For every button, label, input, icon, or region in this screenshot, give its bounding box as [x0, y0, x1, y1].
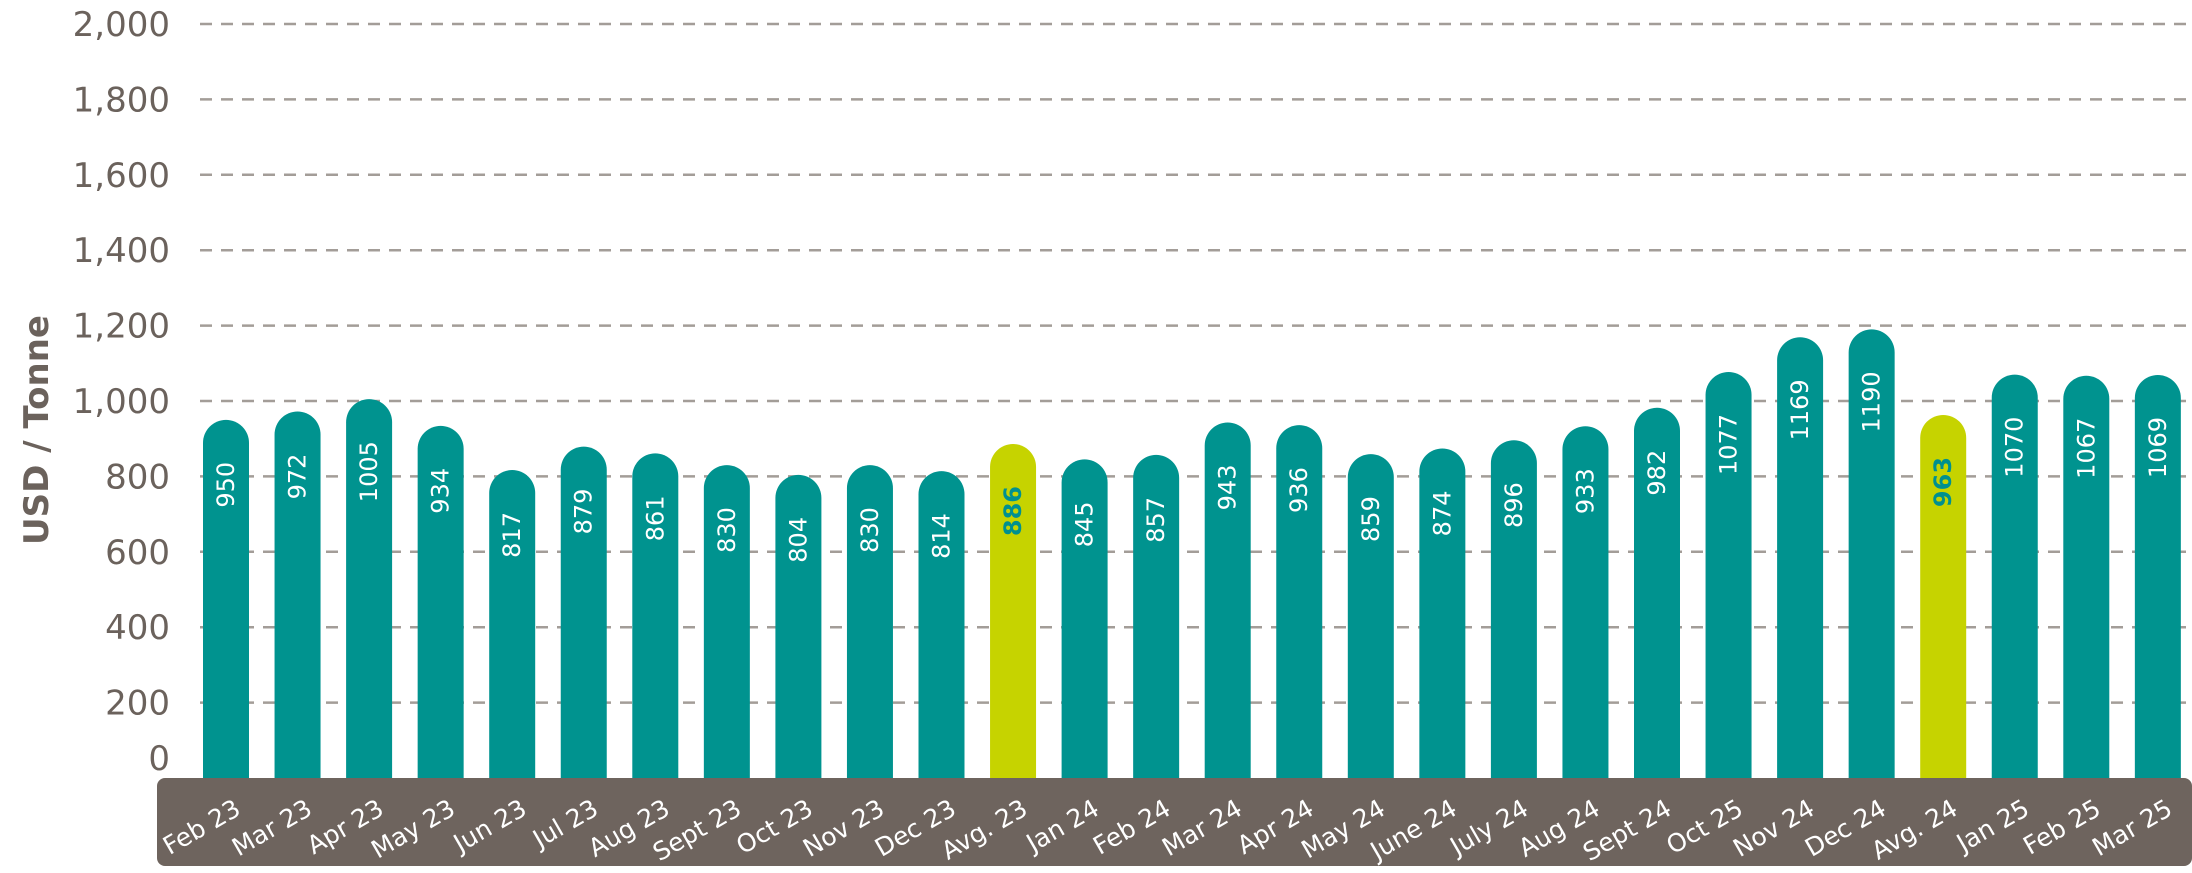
y-axis-label: USD / Tonne — [17, 315, 57, 545]
bars — [203, 329, 2181, 778]
value-label: 859 — [1357, 496, 1385, 542]
y-tick-label: 400 — [105, 608, 170, 648]
value-label: 830 — [713, 507, 741, 553]
bar — [1562, 426, 1609, 778]
bar — [775, 474, 822, 778]
y-tick-label: 200 — [105, 684, 170, 724]
value-label: 982 — [1643, 450, 1671, 496]
y-tick-label: 0 — [148, 739, 170, 779]
bar — [489, 469, 536, 778]
value-label: 1069 — [2144, 417, 2172, 478]
value-label: 1190 — [1858, 371, 1886, 432]
value-label: 934 — [427, 468, 455, 514]
x-axis-band — [157, 778, 2192, 866]
bar — [1061, 459, 1108, 778]
bar — [1991, 374, 2038, 778]
bar — [1347, 454, 1394, 778]
value-label: 1077 — [1715, 414, 1743, 475]
bar — [703, 465, 750, 778]
value-label: 896 — [1500, 482, 1528, 528]
bar — [560, 446, 607, 778]
value-label: 845 — [1071, 501, 1099, 547]
value-label: 830 — [856, 507, 884, 553]
bar — [918, 471, 965, 778]
bar — [632, 453, 679, 778]
y-tick-label: 2,000 — [73, 5, 170, 45]
bar — [1490, 440, 1537, 778]
value-label: 972 — [284, 454, 312, 500]
bar — [2134, 374, 2181, 778]
bar — [1848, 329, 1895, 778]
value-label: 1067 — [2072, 418, 2100, 479]
bar — [1133, 454, 1180, 778]
value-label: 804 — [784, 517, 812, 563]
value-label: 950 — [212, 462, 240, 508]
value-label: 936 — [1285, 467, 1313, 513]
y-tick-label: 1,600 — [73, 156, 170, 196]
bar — [846, 465, 893, 778]
value-label: 886 — [999, 486, 1027, 536]
value-label: 857 — [1142, 497, 1170, 543]
y-tick-label: 1,400 — [73, 231, 170, 271]
y-tick-label: 800 — [105, 457, 170, 497]
bar — [274, 411, 321, 778]
value-label: 814 — [928, 513, 956, 559]
bar — [1777, 337, 1824, 778]
value-label: 861 — [641, 495, 669, 541]
bar — [346, 399, 393, 778]
y-tick-label: 1,200 — [73, 307, 170, 347]
value-label: 1169 — [1786, 379, 1814, 440]
value-label: 817 — [498, 512, 526, 558]
y-tick-label: 600 — [105, 533, 170, 573]
bar — [1419, 448, 1466, 778]
value-label: 874 — [1428, 491, 1456, 537]
bar — [1634, 407, 1680, 778]
value-label: 933 — [1571, 468, 1599, 514]
value-label: 943 — [1214, 464, 1242, 510]
bar — [203, 419, 249, 778]
bar-average — [990, 443, 1037, 778]
y-tick-label: 1,000 — [73, 382, 170, 422]
y-tick-label: 1,800 — [73, 80, 170, 120]
bar-average — [1920, 414, 1967, 778]
value-label: 1070 — [2001, 417, 2029, 478]
value-label: 879 — [570, 489, 598, 535]
y-axis-ticks: 0 200 400 600 800 1,000 1,200 1,400 1,600 1,800 2,… — [73, 5, 170, 779]
value-label: 963 — [1929, 457, 1957, 507]
value-labels: 950 972 1005 934 817 879 861 830 804 830 814 886 845… — [212, 371, 2172, 562]
bar — [1204, 422, 1251, 778]
bar — [1276, 425, 1323, 778]
bar — [1705, 371, 1752, 778]
bar — [2063, 375, 2110, 778]
value-label: 1005 — [355, 441, 383, 502]
bar — [417, 425, 464, 778]
